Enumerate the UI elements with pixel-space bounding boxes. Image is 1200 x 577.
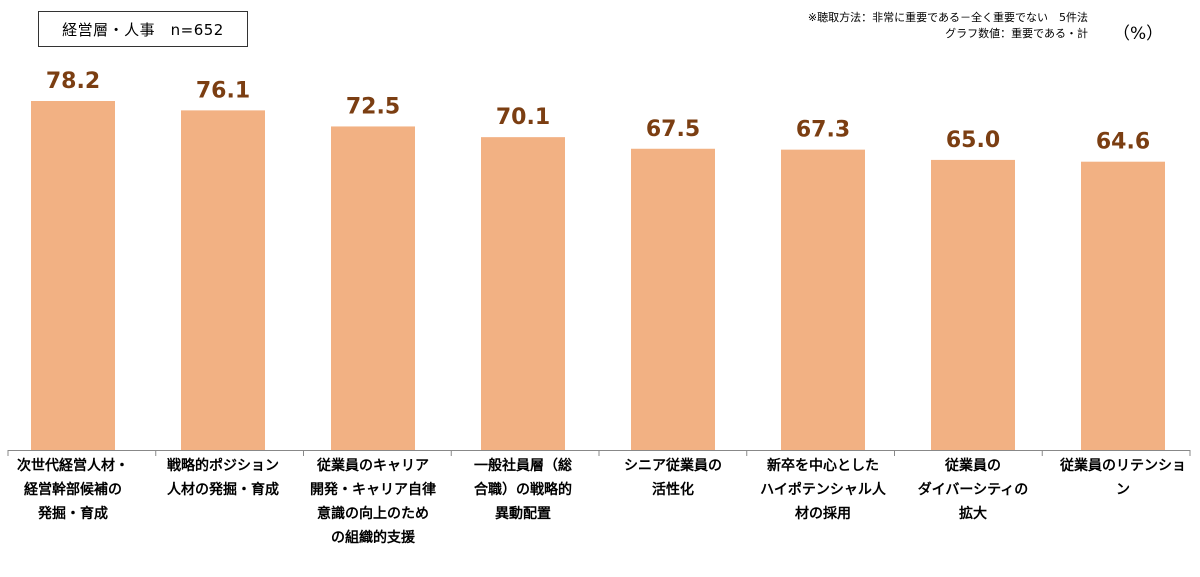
category-label-line: 従業員の [945,458,1001,474]
category-label-line: 経営幹部候補の [24,482,122,498]
value-label-2: 76.1 [196,78,250,103]
category-label-line: ダイバーシティの [917,482,1029,498]
bar-7 [931,159,1015,450]
category-label-line: 異動配置 [495,506,551,522]
category-label-line: 合職）の戦略的 [474,482,572,498]
value-label-4: 70.1 [496,105,550,130]
category-label-line: 活性化 [652,482,694,498]
category-label-line: の組織的支援 [331,530,415,546]
category-label-line: 新卒を中心とした [767,458,879,474]
category-label-line: 従業員のキャリア [317,458,429,474]
sample-size-label: 経営層・人事 n=652 [38,11,248,47]
category-label-line: 従業員のリテンショ [1060,458,1186,474]
value-label-8: 64.6 [1096,130,1150,155]
category-label-line: 材の採用 [795,506,851,522]
unit-label: （%） [1113,24,1164,44]
category-label-1: 次世代経営人材・ 経営幹部候補の 発掘・育成 [0,454,148,526]
category-label-2: 戦略的ポジション 人材の発掘・育成 [148,454,298,502]
category-label-line: 次世代経営人材・ [17,458,129,474]
bar-4 [481,137,565,451]
category-label-5: シニア従業員の 活性化 [598,454,748,502]
bar-3 [331,126,415,450]
category-label-line: 意識の向上のため [317,506,429,522]
category-label-line: 人材の発掘・育成 [167,482,279,498]
bar-6 [781,149,865,450]
value-label-3: 72.5 [346,94,400,119]
category-label-8: 従業員のリテンション [1048,454,1198,502]
category-label-4: 一般社員層（総 合職）の戦略的 異動配置 [448,454,598,526]
bar-1 [31,101,115,450]
value-label-6: 67.3 [796,118,850,143]
category-label-line: 拡大 [959,506,987,522]
method-note: ※聴取方法：非常に重要である－全く重要でない 5件法 [807,11,1088,24]
category-label-line: シニア従業員の [624,458,722,474]
category-label-line: 開発・キャリア自律 [310,482,436,498]
category-label-3: 従業員のキャリア 開発・キャリア自律 意識の向上のため の組織的支援 [298,454,448,550]
category-label-line: ン [1116,482,1130,498]
value-label-5: 67.5 [646,117,700,142]
category-label-line: ハイポテンシャル人 [760,482,886,498]
bar-8 [1081,161,1165,450]
category-label-6: 新卒を中心とした ハイポテンシャル人 材の採用 [748,454,898,526]
category-label-line: 発掘・育成 [38,506,108,522]
category-label-line: 戦略的ポジション [167,458,279,474]
value-label-1: 78.2 [46,69,100,94]
category-label-line: 一般社員層（総 [474,458,572,474]
category-label-7: 従業員のダイバーシティの 拡大 [898,454,1048,526]
graph-value-note: グラフ数値：重要である・計 [945,27,1088,40]
bar-5 [631,148,715,450]
bar-2 [181,110,265,450]
value-label-7: 65.0 [946,128,1000,153]
